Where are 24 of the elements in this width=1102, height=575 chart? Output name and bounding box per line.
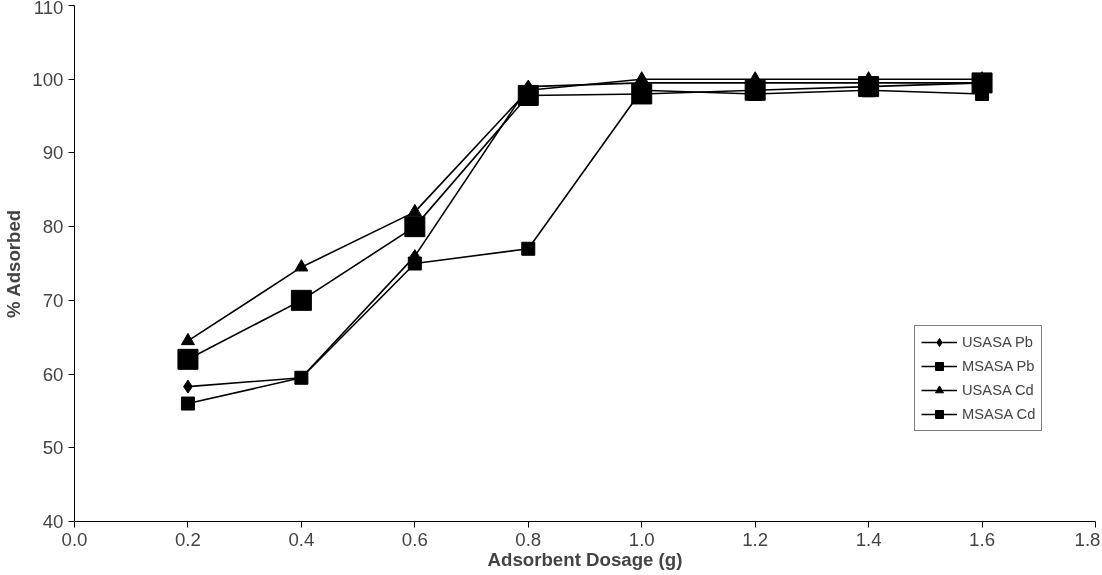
y-tick-label: 70 — [42, 289, 64, 311]
y-tick-label: 40 — [42, 511, 64, 532]
y-tick-label: 50 — [42, 437, 64, 459]
x-tick-label: 1.6 — [969, 528, 996, 550]
x-tick-label: 0.4 — [288, 528, 315, 550]
x-axis-title: Adsorbent Dosage (g) — [487, 548, 683, 570]
y-tick-label: 60 — [42, 363, 64, 385]
x-tick-label: 0.0 — [61, 528, 88, 550]
x-tick-label: 0.6 — [401, 528, 428, 550]
x-tick-label: 1.4 — [855, 528, 882, 550]
x-tick-label: 0.2 — [174, 528, 201, 550]
y-axis-title: % Adsorbed — [3, 209, 25, 318]
x-tick-label: 0.8 — [515, 528, 542, 550]
x-tick-label: 1.8 — [1074, 528, 1101, 550]
legend-label: USASA Pb — [962, 334, 1033, 350]
legend-label: USASA Cd — [962, 382, 1034, 398]
legend-label: MSASA Cd — [962, 406, 1036, 422]
x-tick-label: 1.0 — [628, 528, 655, 550]
y-tick-label: 110 — [33, 0, 64, 18]
legend-label: MSASA Pb — [962, 358, 1035, 374]
y-tick-label: 100 — [32, 68, 64, 90]
y-tick-label: 80 — [42, 216, 64, 238]
y-tick-label: 90 — [42, 142, 64, 164]
x-tick-label: 1.2 — [742, 528, 769, 550]
